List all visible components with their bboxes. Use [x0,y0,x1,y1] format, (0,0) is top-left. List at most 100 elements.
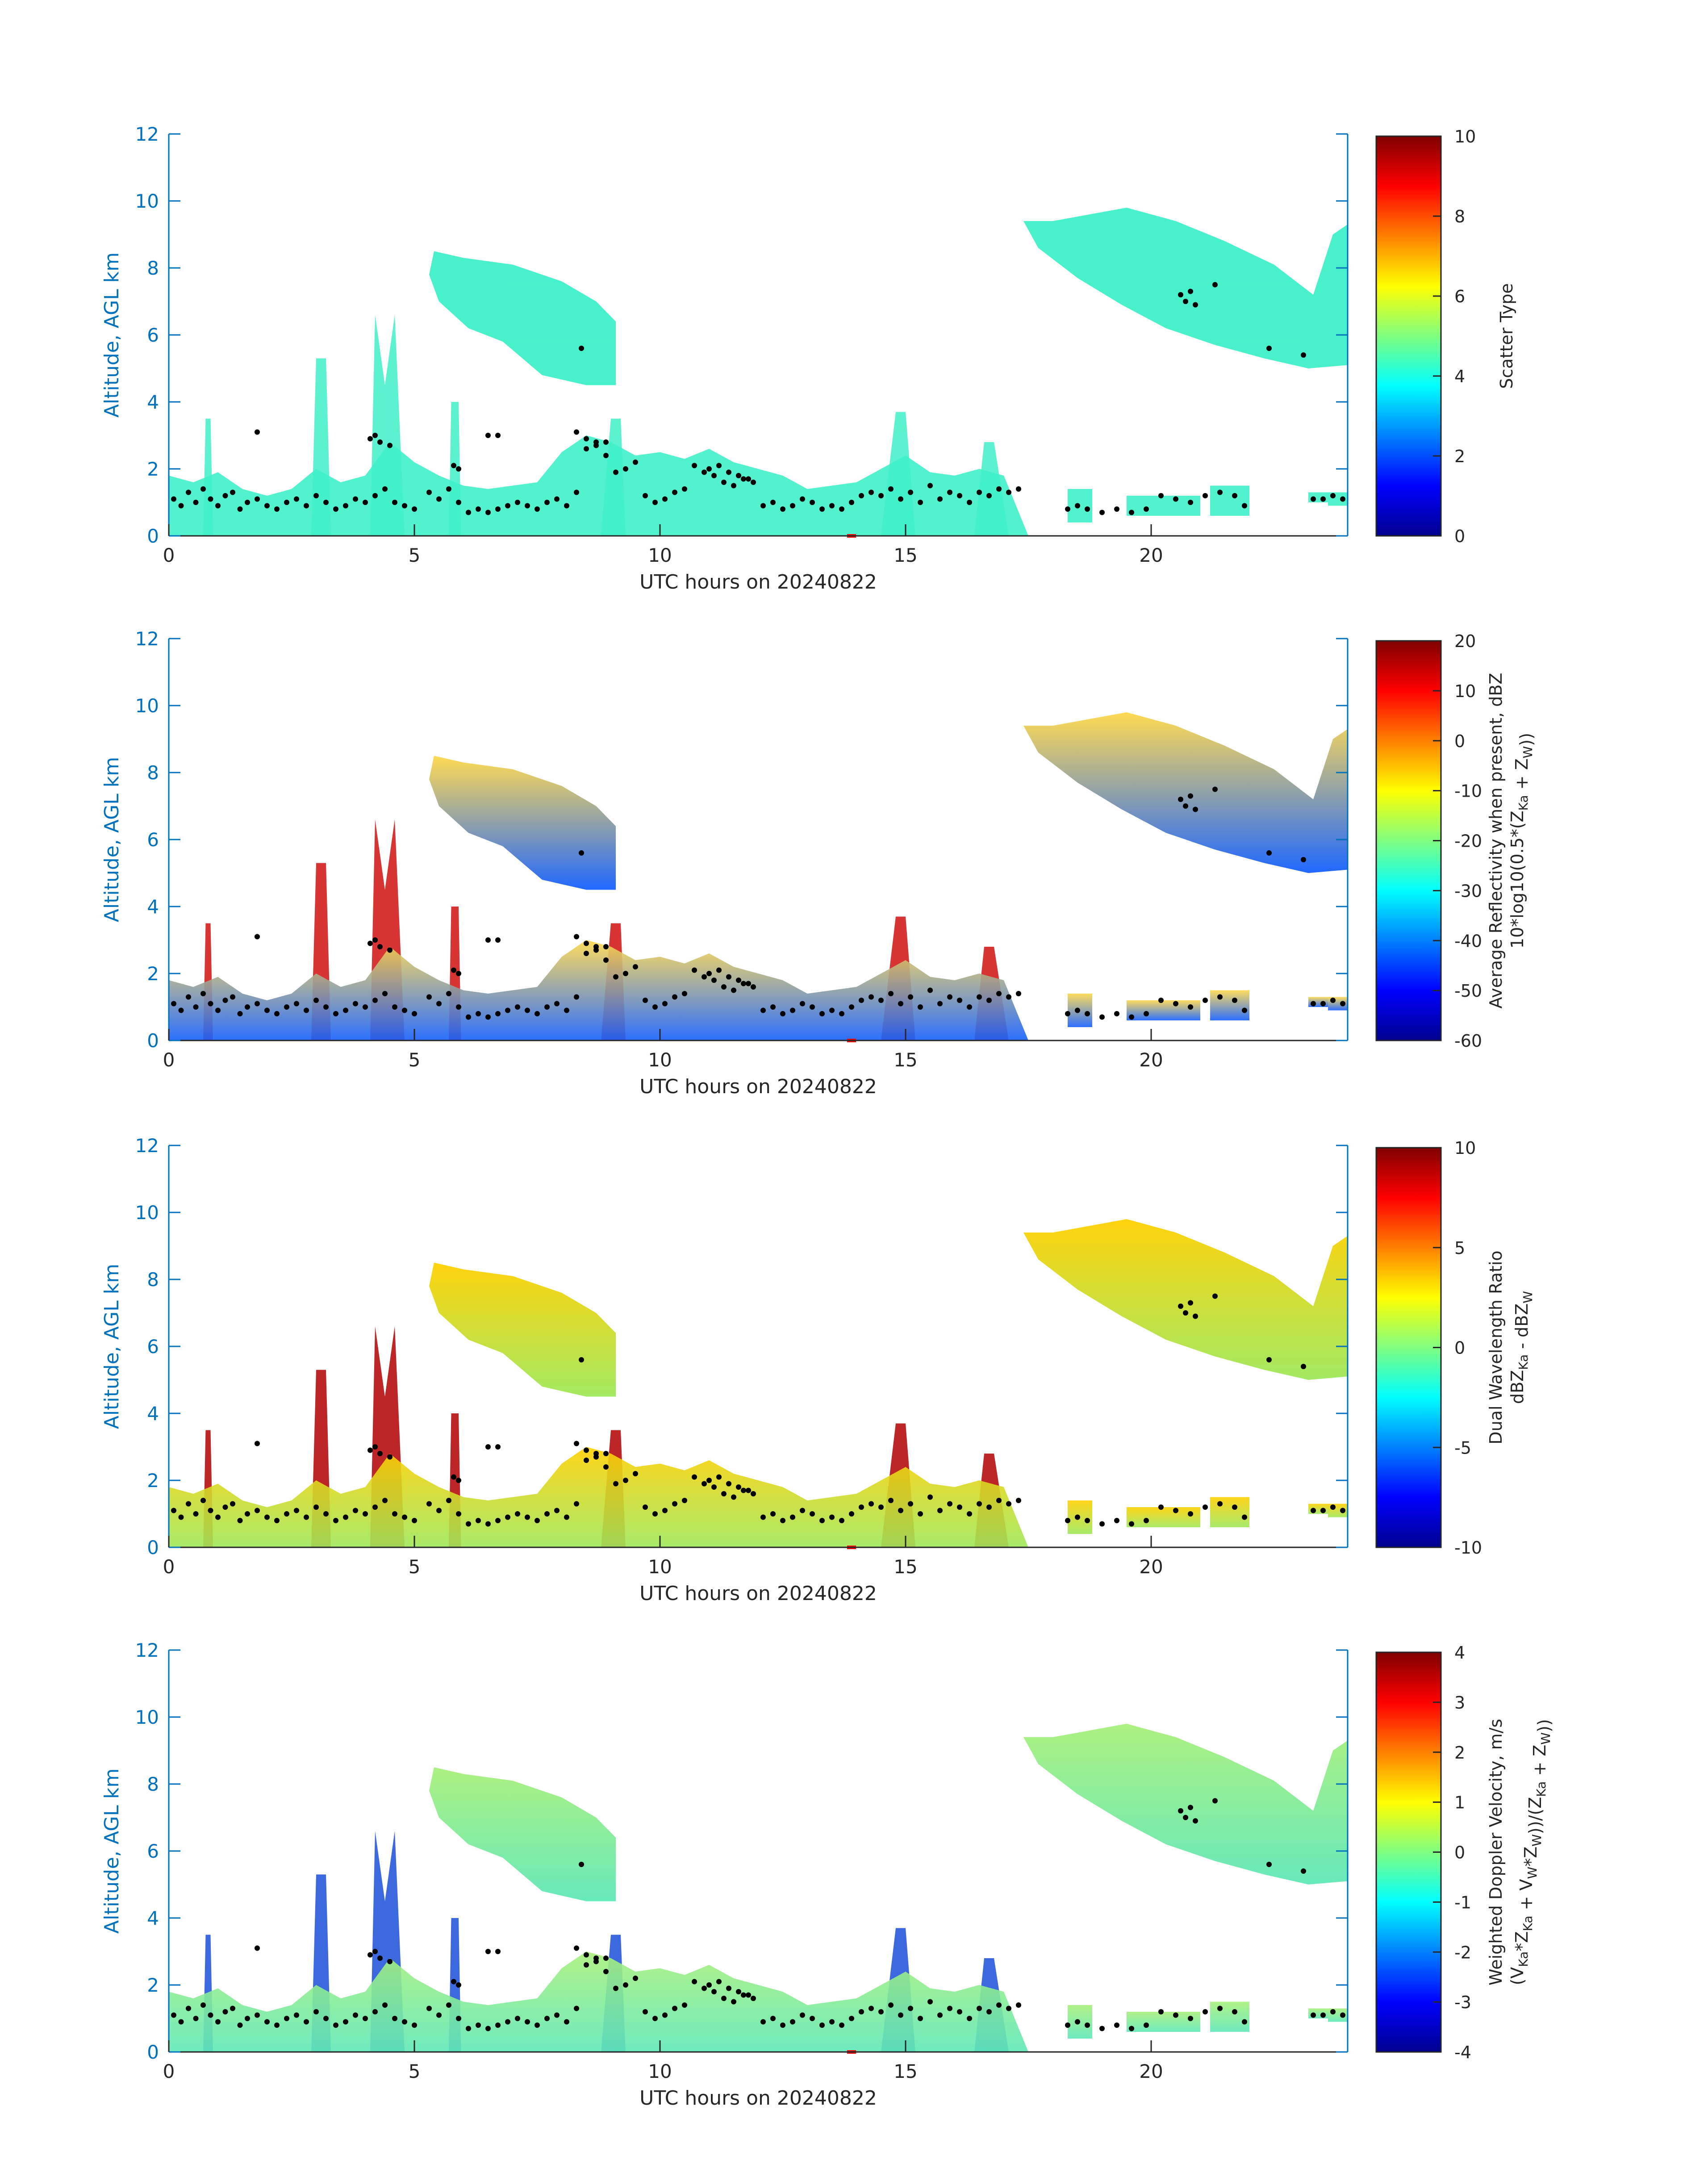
cloud-base-marker [554,1001,560,1007]
cloud-base-marker [731,987,736,993]
cloud-base-marker [313,2009,319,2014]
cloud-base-marker [544,1004,550,1010]
cloud-base-marker [485,510,491,515]
cloud-base-marker [736,1484,741,1490]
x-tick-label: 0 [163,1049,175,1071]
cloud-base-marker [692,1979,697,1985]
y-tick-label: 12 [135,1135,159,1157]
cloud-base-marker [706,466,712,472]
cloud-base-marker [711,1484,717,1490]
cloud-base-marker [294,1001,299,1007]
cloud-base-marker [255,1508,260,1513]
cloud-base-marker [1006,2006,1011,2011]
cloud-base-marker [377,1956,383,1961]
cloud-base-marker [313,1504,319,1510]
cloud-base-marker [996,1498,1002,1503]
cloud-base-marker [230,2006,235,2011]
y-tick-label: 6 [147,1840,159,1862]
colorbar-label: Average Reflectivity when present, dBZ [1486,673,1506,1009]
cloud-base-marker [672,489,677,495]
low-cloud-layer [169,1951,1028,2052]
cloud-base-marker [711,1989,717,1994]
cloud-base-marker [377,439,383,445]
cloud-base-marker [193,1004,199,1010]
cloud-base-marker [937,1001,943,1007]
cloud-base-marker [1330,998,1336,1003]
cloud-base-marker [387,1959,393,1964]
cloud-base-marker [515,1511,520,1517]
cloud-fragment [1210,1497,1249,1527]
mid-level-cloud-a [429,251,616,385]
cloud-base-marker [171,1001,176,1007]
cloud-base-marker [1188,1805,1193,1810]
cloud-base-marker [1173,2012,1178,2018]
x-tick-label: 20 [1139,1049,1163,1071]
cloud-base-marker [613,1481,618,1487]
cloud-base-marker [652,1004,658,1010]
cloud-base-marker [1065,1011,1070,1016]
y-tick-label: 2 [147,963,159,985]
cloud-base-marker [741,1992,746,1998]
cloud-base-marker [392,500,397,505]
cloud-base-marker [593,1454,599,1460]
cloud-base-marker [456,1004,461,1010]
cloud-base-marker [937,1508,943,1513]
cloud-base-marker [721,480,727,485]
cloud-fragment [1127,1000,1200,1020]
cloud-base-marker [1075,2019,1080,2025]
cloud-base-marker [706,971,712,976]
cloud-base-marker [1016,991,1021,996]
colorbar-label: (VKa*ZKa + VW*ZW))/(ZKa + ZW)) [1508,1719,1554,1985]
cloud-base-marker [584,436,589,442]
cloud-base-marker [1016,2002,1021,2008]
cloud-base-marker [702,1985,707,1991]
cloud-base-marker [230,1501,235,1507]
cloud-base-marker [333,2022,338,2028]
cloud-base-marker [1340,2012,1345,2018]
cloud-base-marker [859,998,864,1003]
cloud-base-marker [603,453,609,458]
cloud-base-marker [367,940,373,946]
cloud-base-marker [986,2009,992,2014]
cloud-base-marker [476,506,481,512]
cloud-base-marker [760,1514,766,1520]
mid-level-cloud-a [429,756,616,890]
cloud-base-marker [485,1444,491,1450]
cloud-base-marker [255,2012,260,2018]
colorbar-tick-label: 0 [1454,1843,1465,1863]
cloud-base-marker [426,489,432,495]
cloud-base-marker [918,1511,923,1517]
cloud-base-marker [451,1979,456,1985]
cloud-base-marker [505,1007,510,1013]
cloud-base-marker [633,1471,638,1476]
cloud-base-marker [613,974,618,980]
cloud-base-marker [810,1511,815,1517]
cloud-base-marker [323,500,329,505]
cloud-base-marker [535,2022,540,2028]
colorbar-tick-label: -1 [1454,1893,1471,1912]
cloud-base-marker [849,1511,854,1517]
cloud-base-marker [382,2002,388,2008]
cloud-base-marker [633,964,638,969]
cloud-base-marker [1158,493,1164,498]
cloud-base-marker [839,1518,844,1523]
cloud-base-marker [515,1004,520,1010]
cloud-base-marker [1183,803,1188,809]
cloud-base-marker [436,2012,442,2018]
cloud-base-marker [1212,1293,1218,1299]
cloud-base-marker [237,1518,243,1523]
x-axis-label: UTC hours on 20240822 [639,571,877,593]
cloud-base-marker [377,944,383,949]
cloud-base-marker [255,1945,260,1951]
cloud-base-marker [456,971,461,976]
cloud-base-marker [770,1004,776,1010]
cloud-base-marker [387,443,393,448]
cloud-base-marker [485,1949,491,1954]
cloud-base-marker [554,496,560,502]
low-cloud-layer [169,1447,1028,1547]
cloud-base-marker [977,489,982,495]
cloud-base-marker [456,1478,461,1483]
cloud-base-marker [323,2016,329,2021]
cloud-base-marker [603,1464,609,1470]
